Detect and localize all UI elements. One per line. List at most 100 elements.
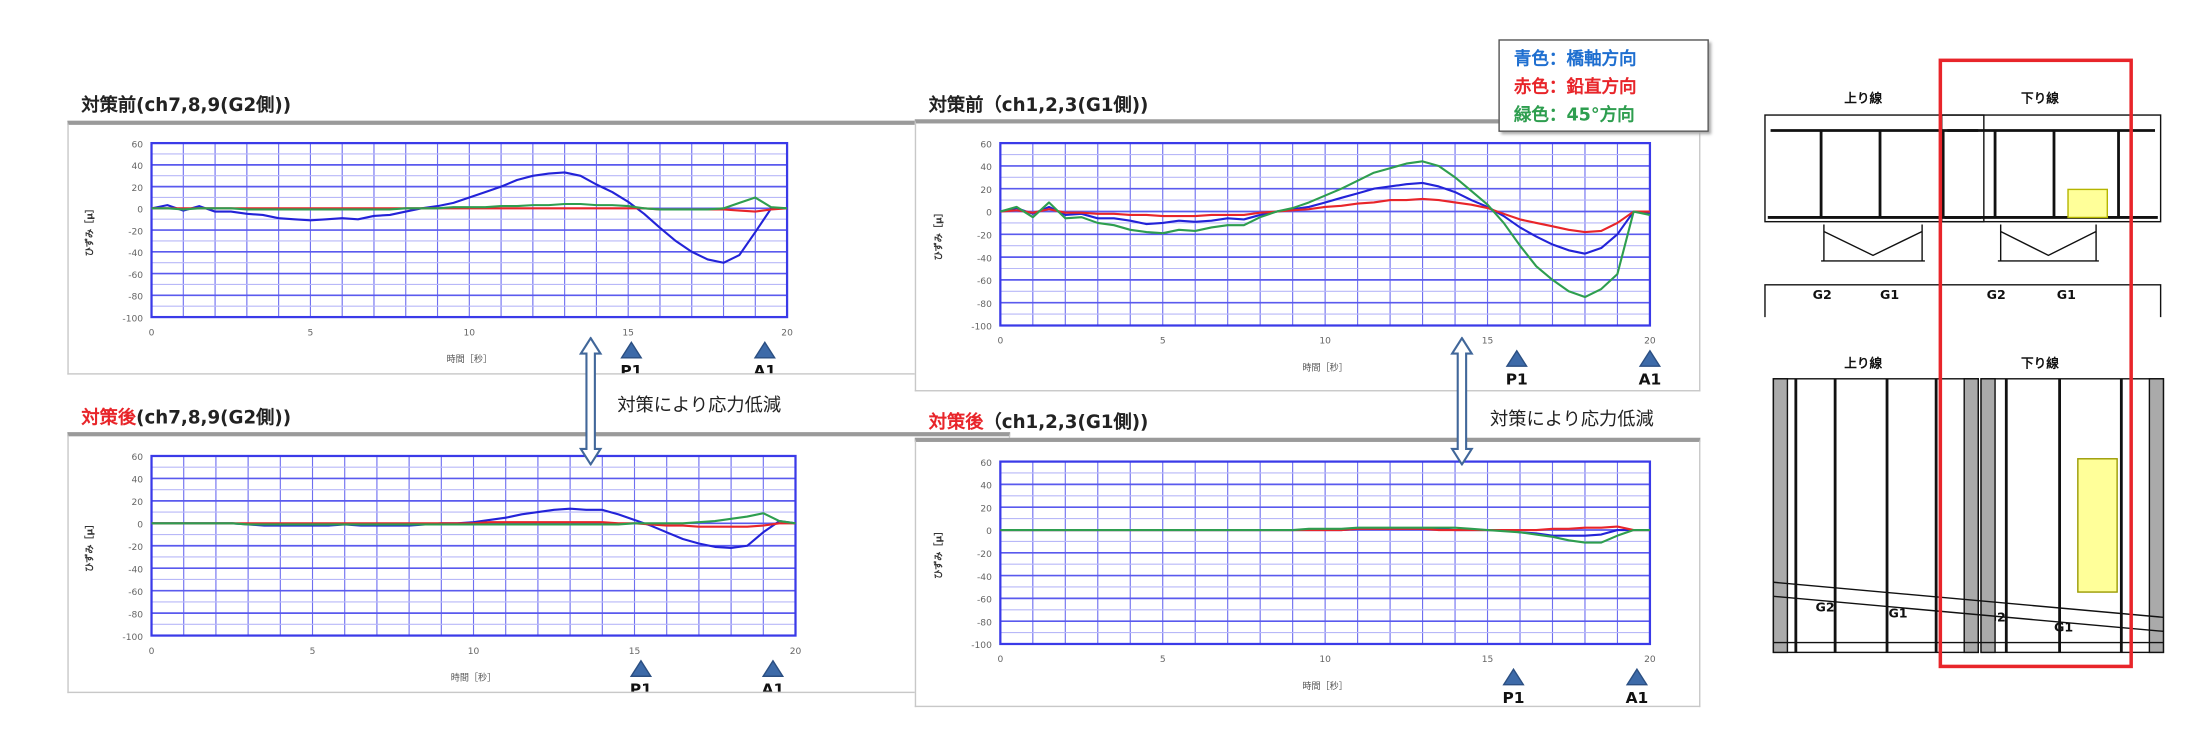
chart-title-after-g1: 対策後（ch1,2,3(G1側)) [928, 412, 1149, 434]
y-tick-label: -100 [971, 641, 992, 651]
y-tick-label: 0 [137, 206, 143, 216]
series-line-green [1000, 526, 1650, 544]
chart-svg: 60 40 20 0 -20 -40 -60 -80 -100 0 5 10 15 20 時間［秒］ ひずみ［… [932, 459, 1656, 706]
y-tick-label: -80 [977, 618, 992, 628]
marker-triangle-icon [620, 341, 643, 359]
label-g1-down: G1 [2057, 287, 2076, 302]
y-tick-label: -20 [977, 232, 992, 242]
label-g2-down: G2 [1987, 287, 2006, 302]
chart-title-after-g2: 対策後(ch7,8,9(G2側)) [81, 408, 292, 430]
y-tick-label: -40 [128, 565, 143, 575]
x-axis-label: 時間［秒］ [447, 353, 493, 365]
plot-area [150, 141, 789, 319]
chart-after-g1: 60 40 20 0 -20 -40 -60 -80 -100 0 5 10 15 20 時間［秒］ ひずみ［… [914, 437, 1701, 708]
chart-before-g1: 60 40 20 0 -20 -40 -60 -80 -100 0 5 10 15 20 時間［秒］ ひずみ［… [914, 119, 1701, 392]
plot-area [150, 454, 797, 637]
marker-triangle-icon [1505, 349, 1528, 367]
note-stress-reduced-right: 対策により応力低減 [1489, 409, 1654, 431]
chart-after-g2: 60 40 20 0 -20 -40 -60 -80 -100 0 5 10 15 20 時間［秒］ ひずみ［… [67, 432, 1011, 694]
marker-label-p1: P1 [1506, 370, 1528, 388]
legend-item-red: 赤色：鉛直方向 [1513, 75, 1637, 97]
chart-before-g2: 60 40 20 0 -20 -40 -60 -80 -100 0 5 10 15 20 時間［秒］ ひずみ［… [67, 120, 1011, 375]
series-line-green [151, 512, 796, 526]
y-axis-label: ひずみ［μ］ [84, 520, 96, 572]
x-axis-label: 時間［秒］ [451, 671, 497, 683]
y-tick-label: -20 [128, 227, 143, 237]
marker-label-p1: P1 [620, 362, 642, 373]
y-axis-label: ひずみ［μ］ [84, 204, 96, 256]
chart-title-before-g1: 対策前（ch1,2,3(G1側)) [928, 95, 1149, 117]
marker-triangle-icon [1625, 667, 1649, 686]
x-tick-label: 10 [1319, 337, 1331, 347]
label-g1-plan: G1 [1888, 605, 1907, 620]
y-tick-label: 20 [980, 186, 992, 196]
y-tick-label: -40 [977, 573, 992, 583]
x-tick-label: 5 [1160, 655, 1166, 665]
chart-title-before-g2: 対策前(ch7,8,9(G2側)) [81, 95, 292, 117]
y-tick-label: 40 [980, 163, 992, 173]
x-tick-label: 20 [790, 647, 802, 657]
series-line-green [151, 196, 788, 211]
chart-svg: 60 40 20 0 -20 -40 -60 -80 -100 0 5 10 15 20 時間［秒］ ひずみ［… [932, 140, 1662, 388]
marker-triangle-icon [761, 659, 785, 677]
y-axis-label: ひずみ［μ］ [932, 527, 944, 579]
y-tick-label: 40 [980, 482, 992, 492]
y-tick-label: 40 [132, 162, 144, 172]
y-tick-label: 20 [132, 184, 144, 194]
marker-label-a1: A1 [1626, 689, 1649, 706]
y-tick-label: -20 [128, 543, 143, 553]
label-down-line-plan: 下り線 [2021, 356, 2059, 371]
label-up-line-plan: 上り線 [1844, 356, 1882, 371]
marker-triangle-icon [629, 659, 653, 677]
y-tick-label: -100 [122, 314, 143, 324]
legend-item-green: 緑色：45°方向 [1513, 103, 1635, 125]
series-line-blue [1000, 181, 1651, 255]
marker-label-a1: A1 [762, 680, 785, 691]
marker-triangle-icon [1638, 349, 1662, 367]
y-tick-label: 60 [980, 140, 992, 150]
x-tick-label: 5 [310, 647, 316, 657]
y-tick-label: 60 [980, 459, 992, 469]
highlight-down-line-box [1938, 58, 2133, 669]
y-tick-label: 20 [980, 504, 992, 514]
label-g2: G2 [1813, 287, 1832, 302]
chart-svg: 60 40 20 0 -20 -40 -60 -80 -100 0 5 10 15 20 時間［秒］ ひずみ［… [84, 140, 793, 373]
series-line-green [1000, 160, 1651, 299]
chart-svg: 60 40 20 0 -20 -40 -60 -80 -100 0 5 10 15 20 時間［秒］ ひずみ［… [84, 453, 802, 691]
x-tick-label: 10 [1319, 655, 1331, 665]
plot-area [999, 141, 1652, 327]
y-tick-label: -100 [122, 633, 143, 643]
y-tick-label: -20 [977, 550, 992, 560]
y-tick-label: 40 [132, 476, 144, 486]
x-tick-label: 15 [629, 647, 641, 657]
y-tick-label: 60 [132, 140, 144, 150]
marker-triangle-icon [753, 341, 776, 359]
vehicle-section-icon [2067, 188, 2109, 219]
y-tick-label: -40 [977, 254, 992, 264]
x-tick-label: 5 [308, 328, 314, 338]
y-tick-label: 0 [986, 209, 992, 219]
y-tick-label: -80 [128, 293, 143, 303]
x-tick-label: 20 [781, 328, 793, 338]
x-tick-label: 20 [1644, 655, 1656, 665]
plot-area [999, 460, 1652, 646]
y-tick-label: -60 [128, 271, 143, 281]
x-tick-label: 10 [464, 328, 476, 338]
marker-label-a1: A1 [754, 362, 777, 373]
y-tick-label: -60 [977, 277, 992, 287]
y-tick-label: -80 [128, 610, 143, 620]
x-tick-label: 15 [1482, 655, 1494, 665]
y-tick-label: 0 [986, 527, 992, 537]
x-tick-label: 10 [468, 647, 480, 657]
legend-item-blue: 青色：橋軸方向 [1513, 47, 1637, 69]
legend: 青色：橋軸方向 赤色：鉛直方向 緑色：45°方向 [1498, 39, 1709, 132]
x-tick-label: 15 [622, 328, 634, 338]
y-tick-label: -40 [128, 249, 143, 259]
y-tick-label: 20 [132, 498, 144, 508]
note-stress-reduced-left: 対策により応力低減 [617, 395, 782, 417]
y-axis-label: ひずみ［μ］ [932, 208, 944, 260]
bridge-cross-section-diagram: 上り線 下り線 上り線 下り線 G2 G1 G2 G1 G2 G1 G2 G1 [1764, 58, 2165, 669]
y-tick-label: -100 [971, 323, 992, 333]
x-tick-label: 5 [1160, 337, 1166, 347]
x-tick-label: 0 [149, 328, 155, 338]
